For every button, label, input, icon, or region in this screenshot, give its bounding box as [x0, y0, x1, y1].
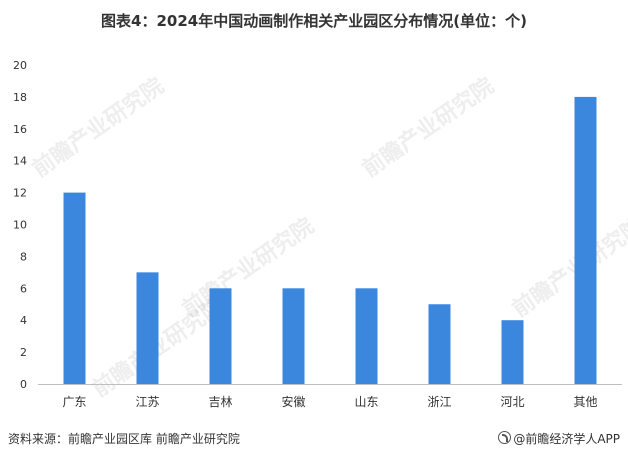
x-tick-label: 河北	[500, 395, 524, 409]
x-tick-label: 安徽	[281, 394, 305, 409]
bar-0	[63, 192, 86, 384]
x-tick-label: 广东	[62, 395, 86, 409]
y-tick-label: 14	[13, 155, 27, 168]
y-tick-label: 2	[20, 346, 27, 359]
chart-title: 图表4：2024年中国动画制作相关产业园区分布情况(单位：个)	[101, 12, 527, 30]
y-tick-label: 10	[13, 219, 27, 232]
y-tick-label: 16	[13, 123, 27, 136]
y-tick-label: 18	[13, 91, 27, 104]
x-tick-label: 江苏	[135, 395, 159, 409]
y-tick-label: 4	[20, 314, 27, 327]
bar-6	[501, 320, 524, 384]
x-tick-label: 吉林	[208, 395, 232, 409]
y-tick-label: 0	[20, 378, 27, 391]
x-axis-labels: 广东 江苏 吉林 安徽 山东 浙江 河北 其他	[62, 394, 597, 409]
bar-5	[428, 304, 451, 384]
x-tick-label: 其他	[573, 395, 597, 409]
source-note: 资料来源：前瞻产业园区库 前瞻产业研究院	[8, 432, 240, 446]
brand-label: @前瞻经济学人APP	[513, 432, 620, 446]
bars	[63, 96, 597, 385]
x-tick-label: 山东	[354, 395, 378, 409]
bar-2	[209, 288, 232, 384]
y-tick-label: 20	[13, 59, 27, 72]
y-axis-labels: 0 2 4 6 8 10 12 14 16 18 20	[13, 59, 27, 391]
brand-note: @前瞻经济学人APP	[498, 430, 620, 447]
bar-1	[136, 272, 159, 384]
y-tick-label: 8	[20, 250, 27, 263]
bar-4	[355, 288, 378, 384]
bar-7	[574, 96, 597, 385]
bar-3	[282, 288, 305, 384]
x-tick-label: 浙江	[427, 395, 451, 409]
y-tick-label: 12	[13, 187, 27, 200]
brand-logo-icon	[498, 431, 512, 444]
y-tick-label: 6	[20, 282, 27, 295]
